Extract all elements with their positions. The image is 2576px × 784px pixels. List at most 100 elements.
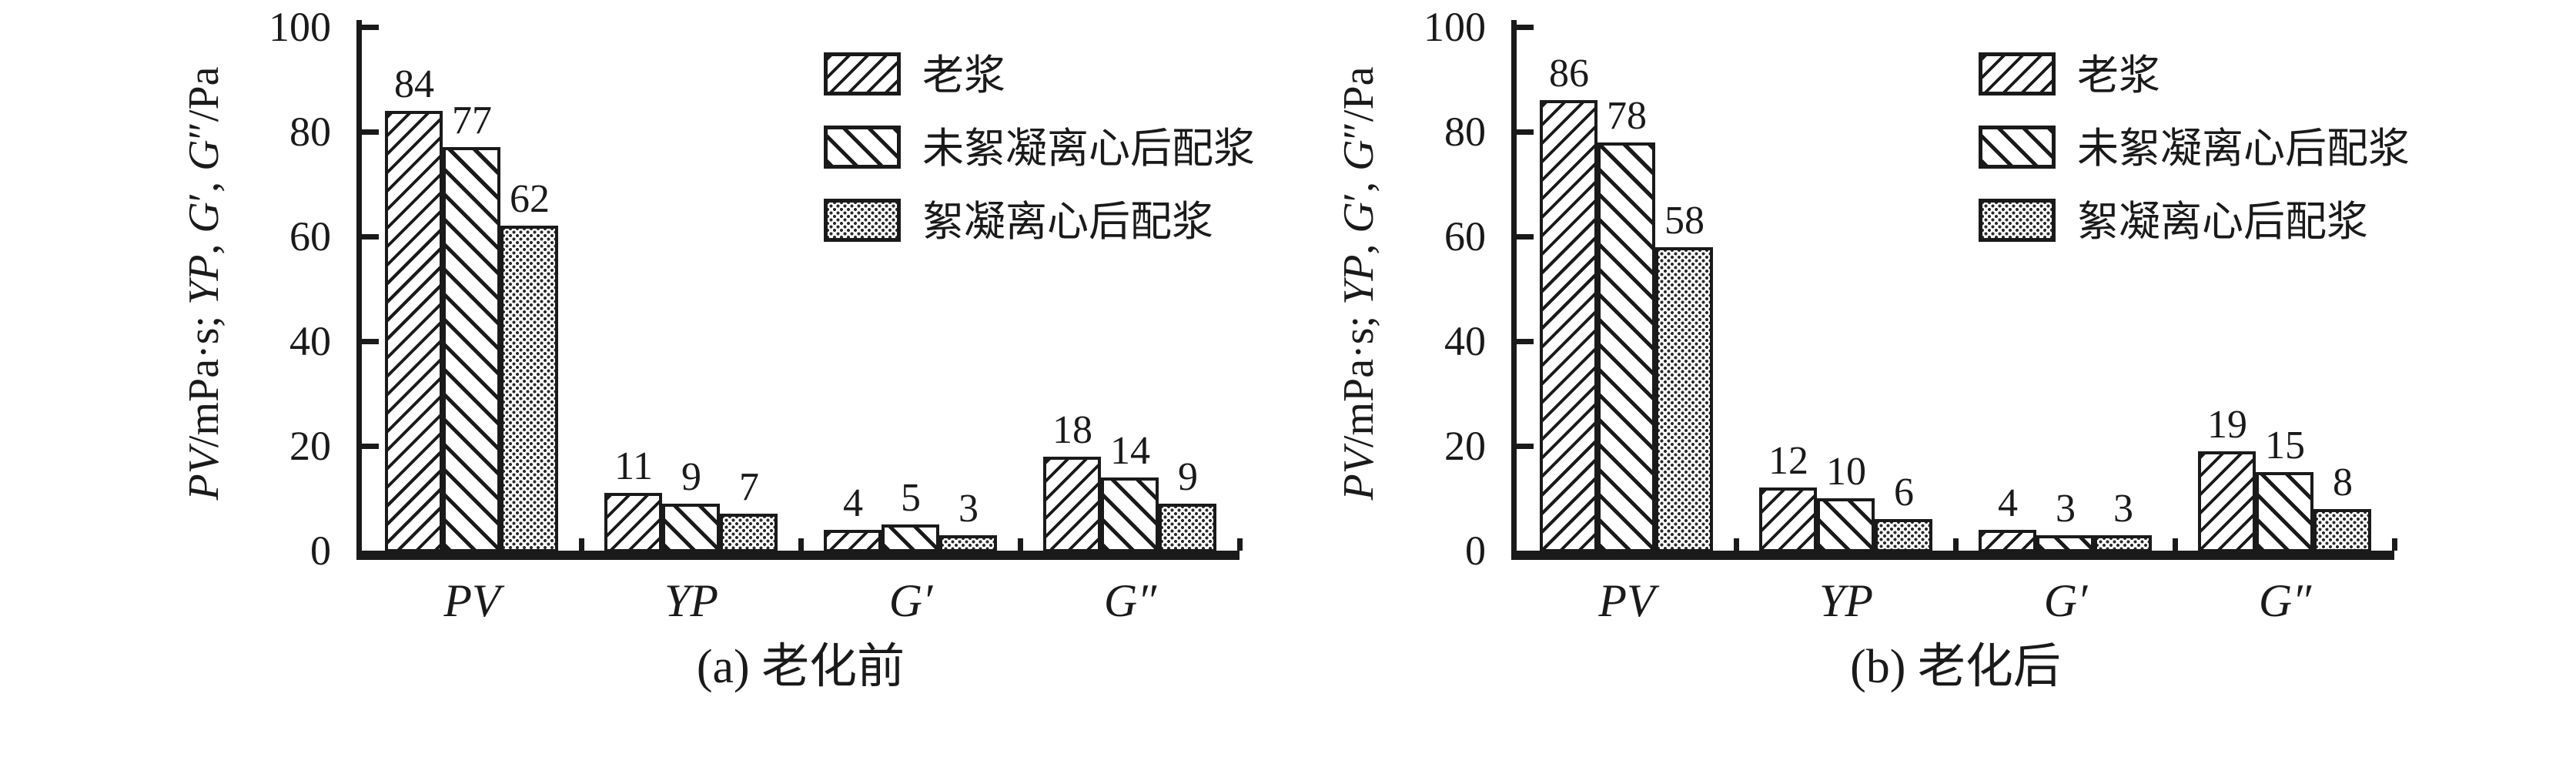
x-tick — [2173, 538, 2178, 551]
y-axis-title-unit: ″/Pa — [1335, 66, 1383, 140]
x-tick — [1237, 538, 1243, 551]
bar-value-label: 6 — [1894, 471, 1914, 514]
y-tick — [362, 444, 379, 449]
y-axis-title-unit: ′, — [1335, 170, 1383, 203]
x-tick — [2392, 538, 2397, 551]
bar-value-label: 11 — [614, 444, 654, 488]
bar — [1159, 504, 1216, 552]
x-axis-line — [356, 551, 1239, 560]
bar — [720, 514, 778, 552]
chart-before-aging: 0 20 40 60 80 100 PV 84 77 62 YP 11 9 7 G′ 4 5 3 G″ 18 14 9 老浆… — [180, 4, 1255, 626]
x-tick — [1734, 538, 1739, 551]
bar-value-label: 58 — [1664, 199, 1705, 243]
bar-value-label: 10 — [1826, 450, 1866, 494]
legend-item-label: 未絮凝离心后配浆 — [922, 126, 1255, 172]
y-axis-line — [356, 20, 362, 560]
category-label: YP — [1818, 575, 1874, 626]
chart-after-aging: 0 20 40 60 80 100 PV 86 78 58 YP 12 10 6 G′ 4 3 3 G″ 19 15 8 老… — [1335, 4, 2410, 626]
y-tick — [1517, 129, 1534, 135]
bar — [2094, 535, 2152, 552]
y-axis-title-variable: YP — [1335, 254, 1383, 305]
bar — [604, 493, 662, 552]
bar — [2036, 535, 2094, 552]
bar-value-label: 3 — [2113, 487, 2133, 531]
legend-swatch — [1979, 52, 2056, 95]
y-tick-label: 100 — [269, 4, 331, 50]
category-label: PV — [443, 575, 500, 626]
bar — [443, 147, 500, 552]
y-tick-label: 20 — [289, 423, 331, 469]
bar — [385, 111, 443, 552]
y-tick-label: 60 — [1444, 213, 1486, 260]
y-tick — [362, 25, 379, 30]
bar — [1101, 477, 1159, 552]
bar-value-label: 84 — [394, 62, 434, 106]
category-label: YP — [664, 575, 719, 626]
legend-item-label: 絮凝离心后配浆 — [2077, 199, 2368, 245]
y-tick-label: 20 — [1444, 423, 1486, 469]
y-axis-line — [1511, 20, 1517, 560]
bar-value-label: 4 — [1998, 481, 2018, 525]
legend-swatch — [824, 126, 901, 169]
y-tick-label: 100 — [1423, 4, 1486, 50]
bar — [1817, 498, 1875, 552]
legend-item-label: 老浆 — [2077, 52, 2160, 99]
y-tick — [362, 339, 379, 344]
bar-value-label: 78 — [1607, 94, 1647, 138]
y-axis-title-variable: G — [1335, 139, 1383, 171]
y-tick-label: 40 — [289, 318, 331, 364]
y-tick — [1517, 234, 1534, 240]
bar-value-label: 8 — [2333, 461, 2353, 504]
bar — [2256, 472, 2313, 552]
y-tick-label: 0 — [1465, 528, 1486, 574]
y-axis-title-unit: /mPa·s; — [1335, 304, 1383, 448]
bar-value-label: 15 — [2265, 424, 2305, 467]
y-axis-title-variable: G — [1335, 202, 1383, 233]
y-axis-title: PV/mPa·s; YP, G′, G″/Pa — [1334, 0, 1383, 784]
caption-before-aging: (a) 老化前 — [696, 641, 905, 693]
bar-value-label: 77 — [452, 99, 492, 142]
legend-swatch — [824, 52, 901, 95]
bar-value-label: 14 — [1110, 429, 1150, 473]
x-tick — [1018, 538, 1023, 551]
legend-item-label: 絮凝离心后配浆 — [922, 199, 1213, 245]
category-label: G′ — [2043, 575, 2088, 626]
y-tick-label: 60 — [289, 213, 331, 260]
bar-value-label: 86 — [1549, 52, 1589, 95]
bar — [2313, 509, 2371, 552]
bar-value-label: 3 — [2056, 487, 2076, 531]
bar — [662, 504, 720, 552]
y-tick-label: 80 — [1444, 109, 1486, 155]
x-tick — [579, 538, 584, 551]
bar — [1655, 247, 1713, 552]
bar-value-label: 3 — [958, 487, 979, 531]
bar — [824, 530, 882, 552]
bar — [1875, 519, 1932, 552]
legend-item-label: 未絮凝离心后配浆 — [2077, 126, 2410, 172]
bar — [1043, 457, 1101, 552]
bar-value-label: 9 — [681, 455, 701, 499]
bar — [500, 226, 558, 552]
bar-value-label: 12 — [1768, 439, 1808, 483]
y-tick — [362, 234, 379, 240]
legend-item-label: 老浆 — [922, 52, 1005, 99]
bar-value-label: 5 — [901, 476, 921, 520]
bar — [1597, 142, 1655, 552]
bar — [1979, 530, 2036, 552]
legend-swatch — [824, 199, 901, 242]
bar-value-label: 19 — [2207, 403, 2247, 447]
bar — [882, 524, 939, 552]
y-tick — [1517, 25, 1534, 30]
bar — [1759, 487, 1817, 552]
category-label: G″ — [1103, 575, 1157, 626]
bar-value-label: 62 — [510, 177, 550, 221]
x-tick — [1953, 538, 1959, 551]
bar — [939, 535, 997, 552]
category-label: G″ — [2258, 575, 2312, 626]
bar-value-label: 7 — [739, 465, 759, 509]
y-tick-label: 80 — [289, 109, 331, 155]
caption-after-aging: (b) 老化后 — [1850, 641, 2061, 693]
category-label: PV — [1598, 575, 1655, 626]
legend-swatch — [1979, 126, 2056, 169]
y-tick — [1517, 339, 1534, 344]
